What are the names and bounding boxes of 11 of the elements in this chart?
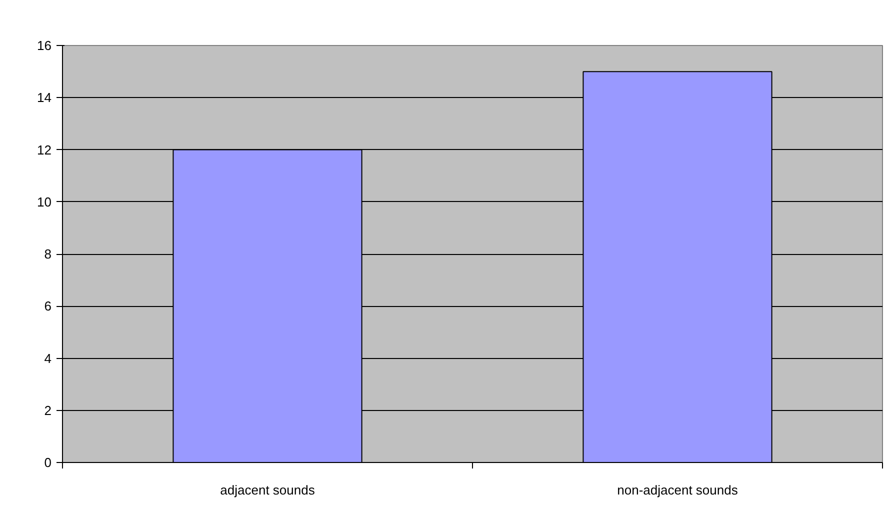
y-tick-label: 2 <box>44 402 52 418</box>
y-tick-label: 14 <box>37 90 52 106</box>
y-tick-label: 6 <box>44 298 52 314</box>
y-tick-label: 0 <box>44 455 52 470</box>
x-tick-label: adjacent sounds <box>220 482 316 498</box>
x-tick-label: non-adjacent sounds <box>617 482 738 498</box>
y-tick-label: 4 <box>44 350 52 366</box>
y-tick-label: 8 <box>44 246 52 262</box>
y-tick-label: 12 <box>37 142 52 158</box>
y-tick-label: 10 <box>37 194 52 210</box>
y-tick-label: 16 <box>37 38 52 53</box>
